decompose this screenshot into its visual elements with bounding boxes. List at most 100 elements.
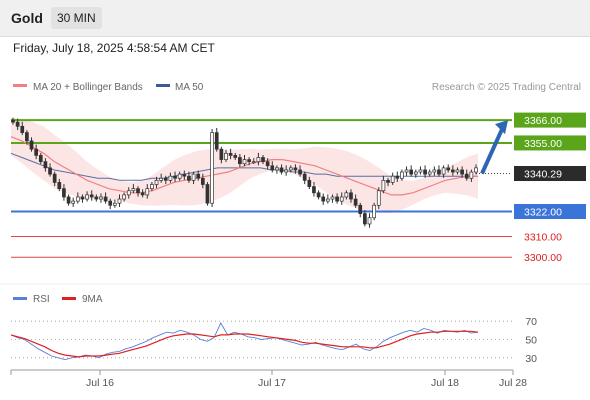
level-label-3322-00: 3322.00 xyxy=(524,207,562,219)
ma50-legend-swatch xyxy=(156,84,170,87)
candle-body xyxy=(372,204,376,219)
candle-body xyxy=(15,121,20,127)
candle-body xyxy=(71,200,76,204)
time-axis-label-jul-16: Jul 16 xyxy=(86,377,114,389)
candle-body xyxy=(275,167,279,171)
candle-body xyxy=(376,190,381,206)
candle-body xyxy=(113,202,117,206)
candle-body xyxy=(94,196,99,200)
candle-body xyxy=(80,196,85,200)
candle-body xyxy=(381,179,386,192)
candle-body xyxy=(140,192,145,196)
candle-body xyxy=(38,155,43,162)
candle-body xyxy=(108,200,113,206)
candle-body xyxy=(390,175,395,183)
candle-body xyxy=(210,132,214,204)
candle-body xyxy=(349,192,353,200)
candle-body xyxy=(20,125,25,133)
candle-body xyxy=(307,179,312,187)
candle-body xyxy=(219,148,224,160)
candle-body xyxy=(293,167,298,171)
candle-body xyxy=(261,157,265,162)
level-label-3366-00: 3366.00 xyxy=(524,115,562,127)
interval-selector[interactable]: 30 MIN xyxy=(51,7,102,29)
chart-credit: Research © 2025 Trading Central xyxy=(432,82,581,93)
forecast-arrow-head xyxy=(495,120,508,135)
ma20-legend-label: MA 20 + Bollinger Bands xyxy=(33,82,143,93)
candle-body xyxy=(177,173,182,179)
candle-body xyxy=(131,188,136,192)
candle-body xyxy=(455,169,460,173)
ma50-legend-label: MA 50 xyxy=(175,82,204,93)
candle-body xyxy=(136,188,140,194)
candle-body xyxy=(214,132,219,150)
candle-body xyxy=(57,182,62,190)
time-axis-label-jul-17: Jul 17 xyxy=(258,377,286,389)
candle-body xyxy=(182,173,187,177)
current-price-label: 3340.29 xyxy=(524,169,562,181)
candle-body xyxy=(298,169,302,175)
candle-body xyxy=(228,152,233,156)
candle-body xyxy=(432,169,437,173)
candle-body xyxy=(474,167,478,173)
candle-body xyxy=(353,198,358,206)
candle-body xyxy=(335,196,339,202)
candle-body xyxy=(126,190,131,196)
candle-body xyxy=(418,169,423,173)
candle-body xyxy=(52,173,57,183)
candle-body xyxy=(48,167,52,175)
candle-body xyxy=(85,194,89,200)
candle-body xyxy=(117,198,122,204)
candle-body xyxy=(122,194,126,200)
candle-body xyxy=(288,167,293,171)
candle-body xyxy=(154,179,159,185)
current-price-tag xyxy=(514,166,586,182)
candle-body xyxy=(200,177,205,185)
candle-body xyxy=(247,159,251,162)
candle-body xyxy=(302,173,307,181)
timestamp: Friday, July 18, 2025 4:58:54 AM CET xyxy=(13,41,215,55)
level-tag-3322-00 xyxy=(514,204,586,220)
candle-body xyxy=(312,186,316,194)
candle-body xyxy=(451,169,455,173)
ma20-legend-swatch xyxy=(13,84,27,87)
candle-body xyxy=(469,171,474,179)
candle-body xyxy=(427,171,432,175)
candle-body xyxy=(29,140,34,150)
candle-body xyxy=(251,161,256,163)
candle-body xyxy=(265,161,270,167)
top-toolbar: Gold 30 MIN xyxy=(0,0,590,37)
candle-body xyxy=(423,169,427,175)
ma9-legend-label: 9MA xyxy=(82,294,103,305)
candle-body xyxy=(145,188,150,196)
candle-body xyxy=(404,169,409,173)
candle-body xyxy=(150,184,154,190)
level-tag-3355-00 xyxy=(514,135,586,151)
candle-body xyxy=(238,157,242,165)
candle-body xyxy=(270,165,275,171)
candle-body xyxy=(400,171,404,179)
candle-body xyxy=(25,132,29,142)
candle-body xyxy=(441,167,446,175)
candle-body xyxy=(103,196,108,202)
time-axis-label-jul-18: Jul 18 xyxy=(431,377,459,389)
candle-body xyxy=(460,169,464,175)
candle-body xyxy=(413,171,418,175)
level-label-3310-00: 3310.00 xyxy=(524,231,562,243)
candle-body xyxy=(233,155,238,158)
candle-body xyxy=(330,196,335,200)
candle-body xyxy=(344,192,349,198)
rsi-legend-label: RSI xyxy=(33,294,50,305)
rsi-ma9-line xyxy=(10,330,479,358)
candle-body xyxy=(284,169,289,173)
candle-body xyxy=(168,175,173,181)
time-axis-label-jul-28: Jul 28 xyxy=(499,377,527,389)
candle-body xyxy=(325,198,330,202)
candle-body xyxy=(395,175,400,179)
candle-body xyxy=(279,167,284,173)
candle-body xyxy=(163,177,168,181)
candle-body xyxy=(89,194,94,198)
instrument-symbol: Gold xyxy=(11,10,43,26)
candle-body xyxy=(173,175,177,179)
